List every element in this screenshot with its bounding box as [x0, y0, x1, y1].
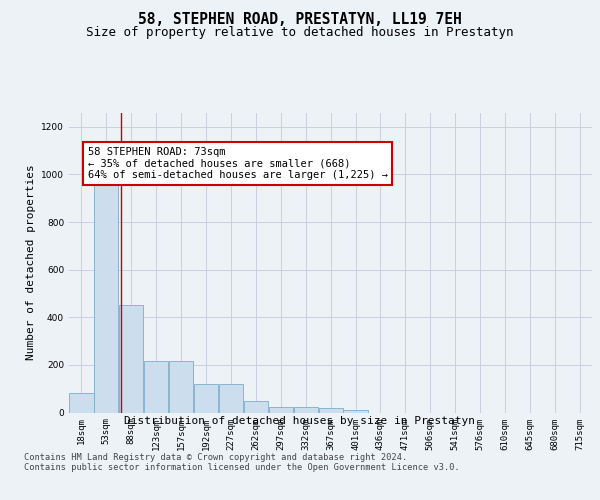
Bar: [343, 410, 368, 412]
Text: Distribution of detached houses by size in Prestatyn: Distribution of detached houses by size …: [125, 416, 476, 426]
Bar: [70, 394, 94, 412]
Bar: [293, 408, 318, 412]
Bar: [144, 362, 168, 412]
Bar: [319, 408, 343, 412]
Y-axis label: Number of detached properties: Number of detached properties: [26, 164, 35, 360]
Bar: [119, 306, 143, 412]
Text: 58, STEPHEN ROAD, PRESTATYN, LL19 7EH: 58, STEPHEN ROAD, PRESTATYN, LL19 7EH: [138, 12, 462, 28]
Bar: [244, 402, 268, 412]
Bar: [194, 384, 218, 412]
Bar: [94, 182, 118, 412]
Text: Size of property relative to detached houses in Prestatyn: Size of property relative to detached ho…: [86, 26, 514, 39]
Bar: [169, 362, 193, 412]
Bar: [269, 406, 293, 412]
Text: Contains HM Land Registry data © Crown copyright and database right 2024.
Contai: Contains HM Land Registry data © Crown c…: [24, 452, 460, 472]
Bar: [219, 384, 243, 412]
Text: 58 STEPHEN ROAD: 73sqm
← 35% of detached houses are smaller (668)
64% of semi-de: 58 STEPHEN ROAD: 73sqm ← 35% of detached…: [88, 147, 388, 180]
